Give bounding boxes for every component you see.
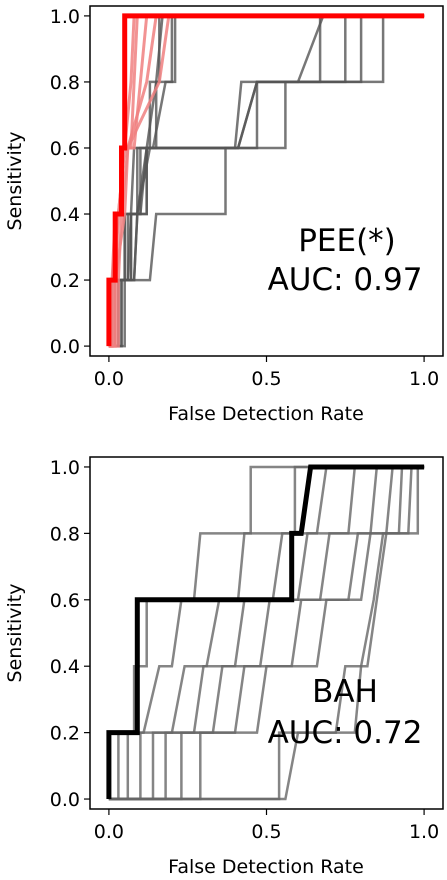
roc-curve-5 bbox=[108, 465, 425, 801]
x-axis-label: False Detection Rate bbox=[168, 403, 364, 425]
roc-curve-highlight bbox=[106, 13, 425, 347]
y-tick-label: 0.2 bbox=[50, 270, 80, 292]
x-tick-label: 1.0 bbox=[409, 821, 439, 843]
roc-panel-bah: 0.0 0.2 0.4 0.6 0.8 1.0 0.0 0.5 1.0 False Detect… bbox=[4, 456, 444, 878]
roc-curve-light-11 bbox=[108, 14, 425, 348]
y-axis-label: Sensitivity bbox=[4, 584, 26, 683]
x-tick-label: 1.0 bbox=[409, 368, 439, 390]
roc-curve-0 bbox=[108, 465, 425, 801]
roc-curve-3 bbox=[108, 465, 425, 801]
roc-panel-pee: 0.0 0.2 0.4 0.6 0.8 1.0 0.0 0.5 1.0 False Detect… bbox=[4, 5, 444, 425]
ticks-layer: 0.0 0.2 0.4 0.6 0.8 1.0 0.0 0.5 1.0 bbox=[50, 457, 439, 843]
roc-curve-7 bbox=[108, 465, 425, 801]
roc-curve-highlight bbox=[106, 464, 425, 799]
y-tick-label: 1.0 bbox=[50, 457, 80, 479]
roc-curve-7 bbox=[108, 14, 425, 348]
series-layer bbox=[106, 464, 425, 801]
y-axis-label: Sensitivity bbox=[4, 132, 26, 231]
x-tick-label: 0.0 bbox=[94, 821, 124, 843]
y-tick-label: 0.0 bbox=[50, 336, 80, 358]
chart-annotation-auc: AUC: 0.72 bbox=[268, 715, 423, 751]
series-layer bbox=[106, 13, 425, 348]
roc-curve-1 bbox=[108, 465, 425, 801]
ticks-layer: 0.0 0.2 0.4 0.6 0.8 1.0 0.0 0.5 1.0 bbox=[50, 6, 439, 390]
roc-curve-6 bbox=[108, 465, 425, 801]
roc-curve-8 bbox=[108, 465, 425, 801]
x-axis-label: False Detection Rate bbox=[168, 856, 364, 878]
y-tick-label: 0.4 bbox=[50, 204, 80, 226]
roc-curve-2 bbox=[108, 465, 425, 801]
y-tick-label: 0.8 bbox=[50, 523, 80, 545]
x-tick-label: 0.0 bbox=[94, 368, 124, 390]
y-tick-label: 1.0 bbox=[50, 6, 80, 28]
y-tick-label: 0.0 bbox=[50, 789, 80, 811]
chart-annotation-auc: AUC: 0.97 bbox=[268, 262, 423, 298]
roc-curve-light-12 bbox=[108, 14, 425, 348]
y-tick-label: 0.2 bbox=[50, 723, 80, 745]
y-tick-label: 0.8 bbox=[50, 72, 80, 94]
x-tick-label: 0.5 bbox=[251, 368, 281, 390]
plot-frame bbox=[89, 456, 444, 810]
y-tick-label: 0.4 bbox=[50, 656, 80, 678]
roc-curve-4 bbox=[108, 465, 425, 801]
chart-annotation-model: PEE(*) bbox=[298, 223, 396, 259]
y-tick-label: 0.6 bbox=[50, 138, 80, 160]
x-tick-label: 0.5 bbox=[251, 821, 281, 843]
chart-annotation-model: BAH bbox=[312, 674, 378, 710]
y-tick-label: 0.6 bbox=[50, 590, 80, 612]
